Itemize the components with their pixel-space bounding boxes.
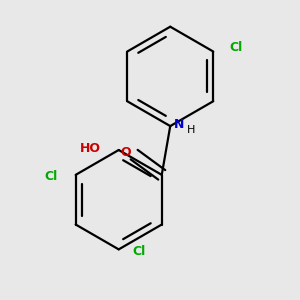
- Text: O: O: [121, 146, 131, 159]
- Text: Cl: Cl: [133, 245, 146, 258]
- Text: H: H: [187, 125, 195, 135]
- Text: HO: HO: [80, 142, 101, 155]
- Text: N: N: [174, 118, 184, 131]
- Text: Cl: Cl: [230, 40, 243, 54]
- Text: Cl: Cl: [45, 170, 58, 183]
